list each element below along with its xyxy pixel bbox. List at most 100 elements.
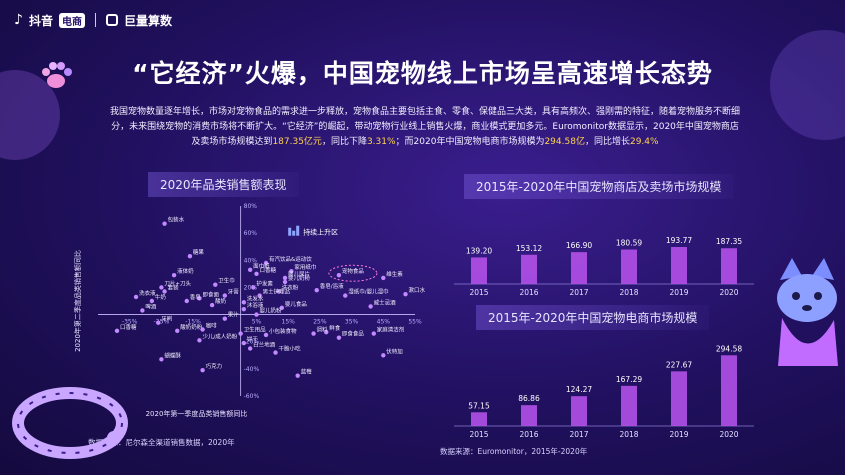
scatter-point: [187, 254, 193, 259]
description-line-2: 分，未来围绕宠物的消费市场将不断扩大。“它经济”的崛起，带动宠物行业线上销售火爆…: [111, 122, 739, 132]
scatter-point: [289, 268, 294, 274]
scatter-point-label: 婴儿奶粉: [260, 307, 283, 315]
left-chart-title: 2020年品类销售额表现: [148, 172, 299, 197]
y-tick-label: -20%: [244, 339, 260, 346]
scatter-point-label: 湿纸巾/婴儿湿巾: [348, 288, 388, 296]
scatter-point-label: 维生素: [386, 270, 403, 278]
scatter-point: [200, 327, 205, 332]
scatter-point-label: 糖果: [193, 248, 205, 256]
scatter-point: [279, 305, 285, 310]
bar-value-label: 180.59: [616, 239, 642, 248]
scatter-point-label: 家用纸巾: [294, 263, 316, 271]
scatter-point: [162, 221, 167, 226]
y-tick-label: 20%: [244, 284, 258, 291]
scatter-point: [282, 275, 288, 281]
scatter-point-label: 卫生巾: [218, 277, 235, 285]
scatter-point: [343, 293, 348, 298]
desc-text: 及卖场市场规模达到: [191, 137, 273, 147]
desc-text: ；而2020年中国宠物电商市场规模为: [395, 137, 545, 147]
scatter-point-label: 包装水: [168, 216, 185, 224]
paw-icon: [38, 60, 74, 90]
legend-label: 持续上升区: [303, 228, 338, 237]
y-tick-label: -60%: [244, 393, 260, 400]
scatter-point-label: 酸奶奶粉: [180, 323, 203, 331]
scatter-point: [159, 285, 164, 290]
bar-category-label: 2019: [669, 430, 688, 439]
scatter-point: [175, 328, 180, 334]
douyin-logo-text: 抖音: [28, 13, 53, 28]
scatter-point: [251, 285, 256, 290]
bar: [721, 248, 737, 284]
scatter-point-label: 咖啡: [206, 322, 218, 330]
y-tick-label: 40%: [244, 257, 258, 264]
scatter-point: [184, 298, 189, 304]
bar-category-label: 2015: [469, 288, 488, 297]
bar: [471, 412, 487, 426]
scatter-point-label: 沐浴液: [247, 301, 264, 309]
scatter-point: [371, 331, 376, 336]
scatter-point: [114, 328, 120, 334]
scatter-point: [241, 340, 247, 346]
scatter-point: [381, 275, 386, 281]
scatter-point: [241, 300, 247, 305]
scatter-point-label: 洗衣粉: [282, 284, 299, 292]
scatter-point-label: 牙刷: [161, 315, 173, 323]
bar-value-label: 166.90: [566, 241, 592, 250]
bar: [621, 385, 637, 426]
scatter-point-label: 宠物食品: [342, 267, 365, 275]
bar-value-label: 227.67: [666, 360, 692, 369]
bar-value-label: 57.15: [468, 401, 490, 410]
scatter-point: [162, 289, 167, 294]
x-tick-label: 45%: [377, 319, 391, 326]
douyin-logo-icon: ♪: [14, 12, 23, 28]
x-tick-label: 55%: [408, 319, 422, 326]
x-tick-label: -15%: [185, 319, 201, 326]
right-bottom-chart-title: 2015年-2020年中国宠物电商市场规模: [476, 305, 710, 330]
scatter-point-label: 蓝莓: [301, 368, 313, 376]
description-text: 我国宠物数量逐年增长，市场对宠物食品的需求进一步释放，宠物食品主要包括主食、零食…: [30, 105, 820, 150]
scatter-point: [171, 273, 177, 278]
bar-value-label: 167.29: [616, 375, 642, 384]
bar-category-label: 2018: [619, 430, 638, 439]
scatter-point-label: 香皂/浴液: [320, 282, 344, 290]
scatter-point: [282, 279, 288, 285]
bar-category-label: 2019: [669, 288, 688, 297]
scatter-point-label: 刀片+刀头: [164, 279, 191, 287]
scatter-point: [238, 331, 243, 336]
desc-highlight-value: 3.31%: [366, 137, 396, 147]
scatter-point-label: 口香糖: [120, 323, 137, 331]
bar-value-label: 86.86: [518, 394, 540, 403]
desc-highlight-value: 29.4%: [629, 137, 659, 147]
collar-icon: [10, 378, 130, 468]
bar-category-label: 2016: [519, 430, 538, 439]
scatter-point-label: 鲜食: [329, 324, 341, 332]
legend-icon: [296, 225, 300, 236]
bar: [721, 355, 737, 426]
scatter-point-label: 果汁: [228, 311, 240, 319]
bar: [671, 371, 687, 426]
bar-category-label: 2015: [469, 430, 488, 439]
page-title: “它经济”火爆，中国宠物线上市场呈高速增长态势: [132, 59, 713, 88]
y-tick-label: 80%: [244, 203, 258, 210]
scatter-point: [254, 312, 259, 317]
scatter-point: [314, 287, 319, 293]
scatter-point-label: 饼干: [247, 335, 259, 343]
scatter-point-label: 男士护理品: [263, 288, 291, 296]
scatter-point: [247, 346, 253, 351]
scatter-point-label: 巧克力: [206, 362, 223, 370]
bar-value-label: 187.35: [716, 237, 742, 246]
scatter-point-label: 护发素: [256, 279, 273, 287]
right-top-chart-title: 2015年-2020年中国宠物商店及卖场市场规模: [464, 174, 734, 199]
desc-text: ，同比增长: [584, 137, 630, 147]
x-axis-label: 2020年第一季度品类销售额同比: [146, 409, 248, 418]
scatter-point: [295, 373, 300, 378]
scatter-point: [403, 292, 408, 297]
scatter-point: [200, 368, 205, 373]
brand-bar: ♪ 抖音 电商 巨量算数: [14, 10, 172, 30]
bar-value-label: 193.77: [666, 236, 692, 245]
left-source: 数据来源：尼尔森全渠道销售数据，2020年: [88, 438, 235, 447]
description-line-1: 我国宠物数量逐年增长，市场对宠物食品的需求进一步释放，宠物食品主要包括主食、零食…: [109, 107, 740, 117]
scatter-point-label: 即食食品: [342, 330, 365, 338]
scatter-point-label: 少儿/成人奶粉: [202, 332, 237, 340]
store-bar-chart: 139.20 2015 153.12 2016 166.90 2017 180.59 2018…: [444, 206, 764, 300]
